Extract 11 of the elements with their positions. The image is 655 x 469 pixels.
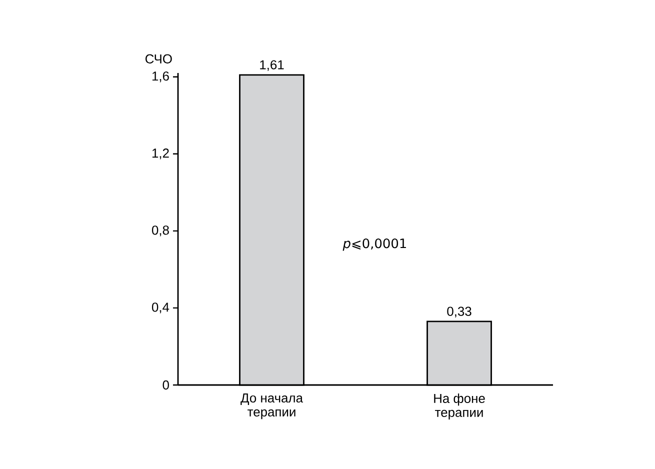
y-axis-title: СЧО xyxy=(146,54,172,64)
data-label: 1,61 xyxy=(260,60,284,71)
data-label: 0,33 xyxy=(447,306,472,318)
x-tick-label: До начала терапии xyxy=(240,394,303,420)
x-tick-label: На фоне терапии xyxy=(434,394,485,420)
annotation: p⩽0,0001 xyxy=(342,238,406,251)
y-tick-label: 1,2 xyxy=(152,148,169,160)
y-tick-label: 0,4 xyxy=(152,302,170,314)
y-tick-label: 0,8 xyxy=(152,226,169,236)
y-tick-label: 1,6 xyxy=(152,71,169,82)
y-tick-label: 0 xyxy=(162,380,169,390)
